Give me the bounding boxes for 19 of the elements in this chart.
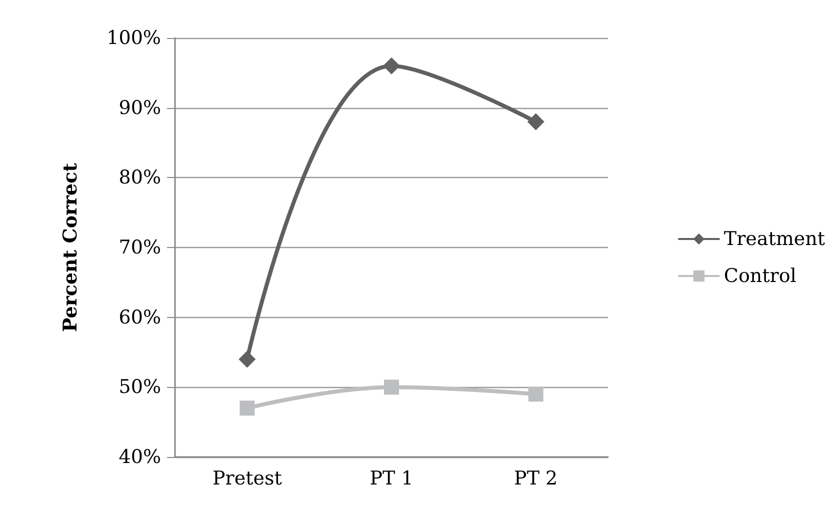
legend-label: Control: [724, 265, 796, 287]
x-tick-label: PT 2: [514, 468, 558, 490]
point: [527, 113, 544, 130]
x-tick-label: PT 1: [370, 468, 414, 490]
y-tick-label: 50%: [118, 376, 161, 398]
y-axis-title: Percent Correct: [60, 162, 82, 332]
y-tick-label: 100%: [106, 27, 161, 49]
y-tick-label: 70%: [118, 236, 161, 258]
point: [528, 386, 544, 402]
point: [240, 400, 255, 416]
y-tick-label: 90%: [118, 96, 161, 119]
legend-label: Treatment: [724, 228, 826, 250]
x-tick-label: Pretest: [212, 468, 282, 490]
point: [238, 350, 256, 368]
point: [383, 57, 400, 74]
y-tick-label: 40%: [118, 446, 161, 468]
point: [384, 380, 399, 395]
y-tick-label: 80%: [118, 166, 161, 189]
y-tick-label: 60%: [118, 306, 161, 328]
